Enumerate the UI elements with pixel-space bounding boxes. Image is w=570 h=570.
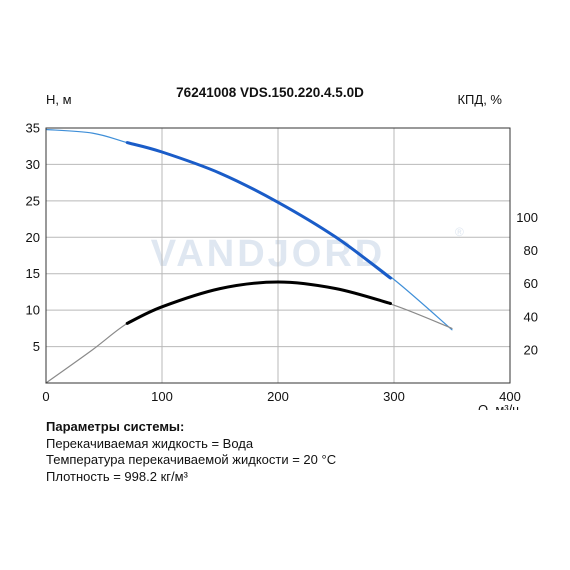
- y-axis-label: H, м: [46, 92, 72, 107]
- x-tick-label: 0: [42, 389, 49, 404]
- liquid-density: Плотность = 998.2 кг/м³: [46, 468, 188, 484]
- y-tick-label: 15: [26, 266, 40, 281]
- series-layer: [45, 128, 453, 384]
- tick-labels: 0 100 200 300 400 5 10 15 20 25 30 35 20 40 60 80 100: [26, 121, 538, 405]
- efficiency-curve-full-range: [45, 281, 453, 384]
- system-parameters: Параметры системы: Перекачиваемая жидкос…: [46, 419, 546, 485]
- head-curve-operating-range: [125, 141, 392, 280]
- plot-frame: [45, 127, 511, 384]
- system-parameters-heading: Параметры системы:: [46, 419, 185, 434]
- y2-tick-label: 20: [524, 342, 538, 357]
- y-tick-label: 30: [26, 157, 40, 172]
- y2-tick-label: 100: [516, 210, 538, 225]
- pumped-liquid: Перекачиваемая жидкость = Вода: [46, 435, 254, 451]
- x-tick-label: 100: [151, 389, 173, 404]
- chart-title: 76241008 VDS.150.220.4.5.0D: [176, 85, 364, 100]
- x-tick-label: 400: [499, 389, 521, 404]
- liquid-temperature: Температура перекачиваемой жидкости = 20…: [46, 452, 337, 467]
- y-tick-label: 25: [26, 193, 40, 208]
- y2-tick-label: 80: [524, 243, 538, 258]
- y-tick-label: 20: [26, 230, 40, 245]
- y2-tick-label: 60: [524, 276, 538, 291]
- pump-performance-chart: 76241008 VDS.150.220.4.5.0D H, м КПД, % …: [26, 85, 538, 410]
- x-axis-label: Q, м³/ч: [478, 402, 519, 410]
- y-tick-label: 10: [26, 303, 40, 318]
- efficiency-curve-operating-range: [125, 280, 392, 325]
- y-tick-label: 35: [26, 121, 40, 136]
- y-tick-label: 5: [33, 339, 40, 354]
- y2-axis-label: КПД, %: [457, 92, 502, 107]
- watermark-registered-mark: ®: [455, 225, 464, 239]
- head-curve-full-range: [45, 128, 453, 331]
- x-tick-label: 200: [267, 389, 289, 404]
- grid: [46, 128, 510, 383]
- y2-tick-label: 40: [524, 309, 538, 324]
- watermark: VANDJORD: [151, 233, 385, 275]
- x-tick-label: 300: [383, 389, 405, 404]
